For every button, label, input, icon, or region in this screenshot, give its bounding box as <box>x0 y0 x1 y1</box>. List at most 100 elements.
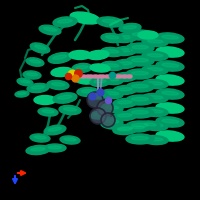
Point <box>66 74 70 78</box>
Ellipse shape <box>118 36 132 39</box>
Ellipse shape <box>27 73 38 76</box>
Ellipse shape <box>113 111 137 121</box>
Ellipse shape <box>113 72 137 82</box>
Ellipse shape <box>144 123 156 126</box>
Ellipse shape <box>113 125 137 135</box>
Ellipse shape <box>53 93 77 103</box>
Ellipse shape <box>156 103 184 113</box>
Ellipse shape <box>142 121 168 131</box>
Ellipse shape <box>142 51 168 61</box>
Circle shape <box>101 113 115 127</box>
Ellipse shape <box>94 113 106 116</box>
Point <box>85 74 88 78</box>
Ellipse shape <box>101 103 123 113</box>
Point <box>116 74 120 78</box>
Ellipse shape <box>126 95 154 105</box>
Ellipse shape <box>162 133 179 137</box>
Ellipse shape <box>113 59 137 69</box>
Ellipse shape <box>39 25 61 35</box>
Ellipse shape <box>101 33 123 43</box>
Ellipse shape <box>118 75 132 78</box>
Ellipse shape <box>81 90 95 93</box>
Ellipse shape <box>132 32 148 36</box>
Ellipse shape <box>92 93 104 96</box>
Ellipse shape <box>47 80 69 90</box>
Ellipse shape <box>126 82 154 92</box>
Ellipse shape <box>132 97 148 101</box>
Ellipse shape <box>53 17 77 27</box>
Ellipse shape <box>48 53 72 63</box>
Point <box>82 74 86 78</box>
Point <box>80 74 83 78</box>
Ellipse shape <box>132 110 148 114</box>
Ellipse shape <box>44 125 66 135</box>
Ellipse shape <box>147 82 163 85</box>
Point <box>106 98 110 102</box>
Ellipse shape <box>38 98 52 101</box>
Point <box>97 74 100 78</box>
Ellipse shape <box>26 58 44 66</box>
Ellipse shape <box>18 92 26 95</box>
Ellipse shape <box>106 120 119 123</box>
Point <box>73 74 76 78</box>
Ellipse shape <box>106 50 119 53</box>
Point <box>87 74 91 78</box>
Ellipse shape <box>119 23 141 33</box>
Ellipse shape <box>162 91 179 95</box>
Ellipse shape <box>30 60 41 63</box>
Ellipse shape <box>142 33 154 36</box>
Ellipse shape <box>101 47 123 57</box>
Ellipse shape <box>90 111 110 119</box>
Point <box>114 74 117 78</box>
Ellipse shape <box>53 55 67 59</box>
Point <box>75 74 78 78</box>
Circle shape <box>87 92 103 108</box>
Point <box>73 76 77 80</box>
Ellipse shape <box>94 66 106 69</box>
Ellipse shape <box>102 19 118 23</box>
Ellipse shape <box>101 89 123 99</box>
Point <box>90 94 94 98</box>
Ellipse shape <box>73 53 87 56</box>
Ellipse shape <box>106 64 119 67</box>
Ellipse shape <box>44 27 57 31</box>
Ellipse shape <box>118 88 132 91</box>
Point <box>90 74 93 78</box>
Ellipse shape <box>162 63 179 67</box>
Ellipse shape <box>123 26 136 29</box>
Ellipse shape <box>118 127 132 130</box>
Ellipse shape <box>72 63 92 73</box>
Ellipse shape <box>106 78 119 81</box>
Ellipse shape <box>42 110 54 113</box>
Ellipse shape <box>142 93 168 103</box>
Ellipse shape <box>106 106 119 109</box>
Ellipse shape <box>142 135 168 145</box>
Point <box>119 74 122 78</box>
Ellipse shape <box>140 121 160 129</box>
Ellipse shape <box>132 136 148 140</box>
Ellipse shape <box>60 136 80 144</box>
Ellipse shape <box>126 69 154 79</box>
Point <box>107 74 110 78</box>
Ellipse shape <box>75 76 95 84</box>
Ellipse shape <box>131 126 145 129</box>
Ellipse shape <box>147 40 163 43</box>
Ellipse shape <box>23 71 41 79</box>
Ellipse shape <box>126 121 154 131</box>
Point <box>121 74 124 78</box>
Ellipse shape <box>48 127 61 131</box>
Ellipse shape <box>26 145 50 155</box>
Ellipse shape <box>97 17 123 27</box>
Ellipse shape <box>113 46 137 56</box>
Ellipse shape <box>127 124 149 132</box>
Ellipse shape <box>156 131 184 141</box>
Ellipse shape <box>106 123 119 126</box>
Ellipse shape <box>101 117 123 127</box>
Ellipse shape <box>58 95 72 99</box>
Ellipse shape <box>35 45 46 49</box>
Ellipse shape <box>59 105 81 115</box>
Ellipse shape <box>118 49 132 52</box>
Point <box>104 74 107 78</box>
Ellipse shape <box>87 50 109 60</box>
Ellipse shape <box>55 70 68 73</box>
